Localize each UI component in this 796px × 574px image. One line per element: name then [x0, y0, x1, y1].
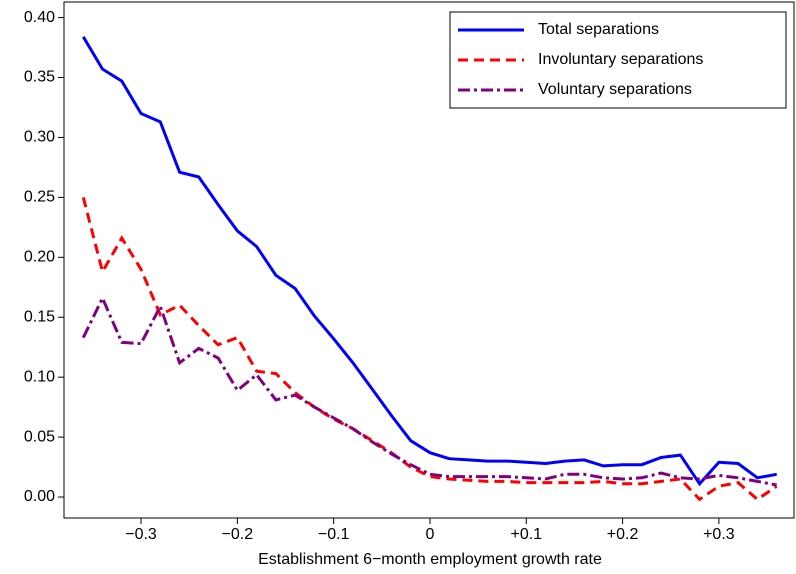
y-tick-label: 0.05: [24, 428, 55, 445]
legend-label: Voluntary separations: [538, 81, 692, 98]
y-tick-label: 0.35: [24, 69, 55, 86]
series-line: [81, 197, 778, 502]
y-tick-label: 0.15: [24, 308, 55, 325]
y-tick-label: 0.40: [24, 9, 55, 26]
y-tick-label: 0.20: [24, 249, 55, 266]
x-axis-label: Establishment 6−month employment growth …: [258, 551, 602, 568]
y-tick-label: 0.00: [24, 488, 55, 505]
x-tick-label: −0.1: [318, 526, 350, 543]
y-tick-label: 0.30: [24, 129, 55, 146]
plot-frame: [63, 1, 795, 519]
legend-label: Involuntary separations: [538, 51, 703, 68]
x-tick-label: +0.3: [703, 526, 735, 543]
y-tick-label: 0.10: [24, 368, 55, 385]
x-tick-label: +0.1: [510, 526, 542, 543]
series-line: [82, 36, 777, 487]
x-tick-label: 0: [426, 526, 435, 543]
legend-label: Total separations: [538, 21, 659, 38]
series-line: [81, 294, 777, 487]
x-tick-label: −0.3: [125, 526, 157, 543]
x-tick-label: −0.2: [222, 526, 254, 543]
y-tick-label: 0.25: [24, 189, 55, 206]
x-tick-label: +0.2: [607, 526, 639, 543]
